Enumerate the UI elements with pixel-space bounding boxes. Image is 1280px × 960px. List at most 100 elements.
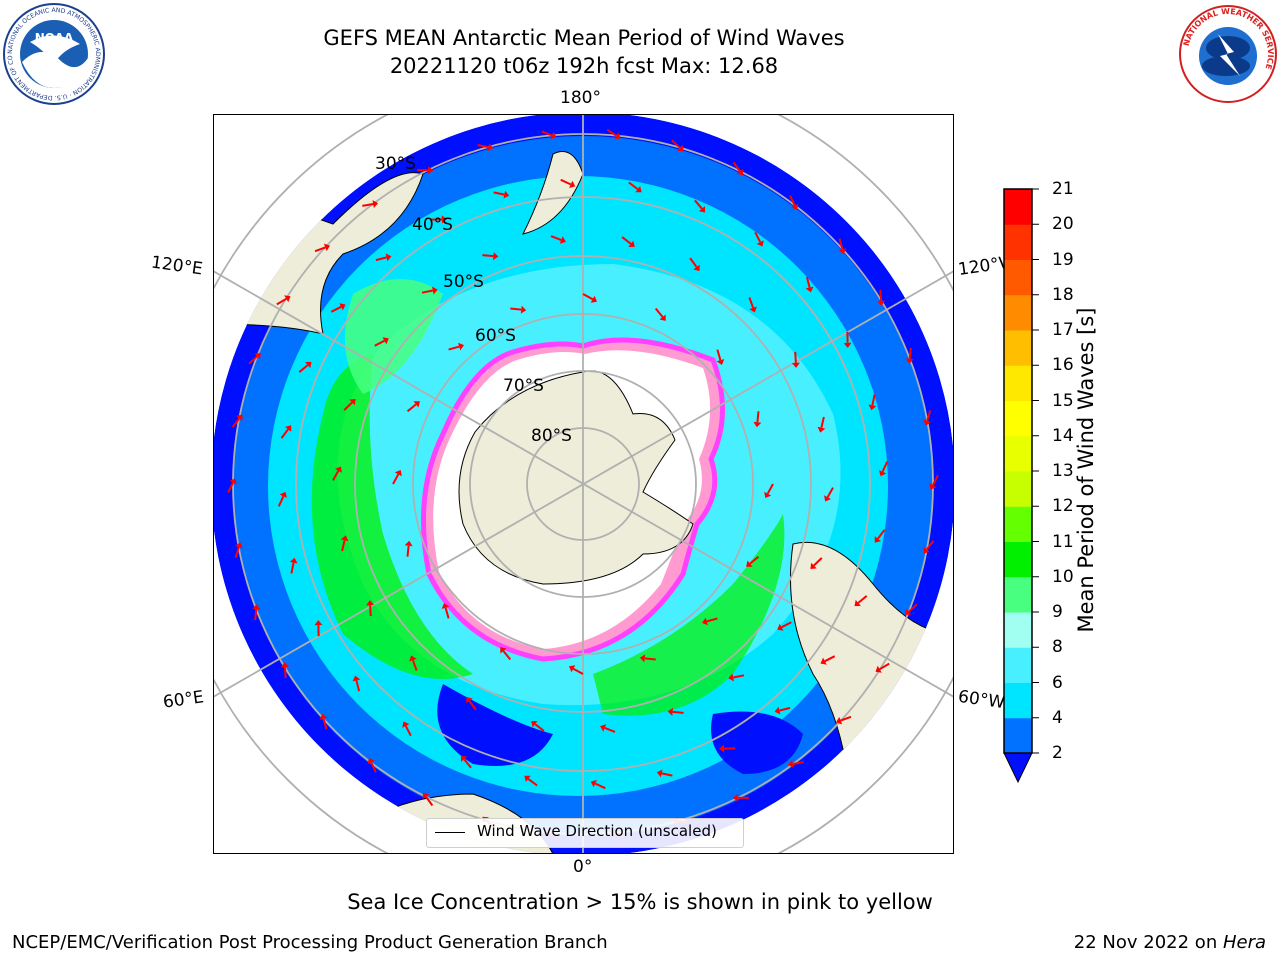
wave-direction-arrow-shaft [881,461,889,473]
wave-direction-arrow-shaft [560,178,572,186]
wave-direction-arrow-head [569,665,576,673]
madagascar [214,760,294,835]
wave-direction-arrow-head [323,243,330,252]
wave-direction-arrow-head [656,769,663,778]
wave-direction-arrow-shaft [231,417,241,428]
wave-direction-arrow-head [879,470,887,477]
wave-direction-arrow-head [385,253,392,262]
wave-direction-arrow-head [285,425,292,432]
wave-direction-arrow-shaft [621,236,632,245]
wave-direction-arrow-shaft [468,700,477,711]
wave-direction-arrow-head [787,760,794,768]
colorbar [1003,188,1039,784]
wave-direction-arrow-shaft [541,130,553,137]
wave-direction-arrow-shaft [406,403,417,413]
colorbar-segment [1004,506,1032,542]
wave-direction-arrow-shaft [908,603,918,613]
wave-direction-arrow-head [753,421,762,428]
wave-direction-arrow-head [716,359,725,365]
wave-direction-arrow-head [777,623,784,631]
wave-direction-arrow-head [305,361,312,369]
wave-direction-arrow-shaft [706,617,718,623]
wave-direction-arrow-head [764,491,772,498]
wave-direction-arrow-head [279,491,287,498]
wave-direction-arrow-head [284,295,291,303]
wave-direction-arrow-head [289,557,298,564]
footer-date: 22 Nov 2022 on Hera [1074,932,1266,953]
wave-direction-arrow-shaft [227,482,234,493]
lat-label-60s: 60°S [475,326,516,346]
wave-direction-arrow-shaft [527,778,538,787]
wave-direction-arrow-head [774,706,781,715]
wave-direction-arrow-shaft [370,761,377,773]
wave-direction-arrow-head [319,713,328,720]
wave-direction-arrow-shaft [362,203,374,207]
lon-label-60e: 60°E [161,687,206,713]
colorbar-tick-label: 13 [1052,461,1074,481]
wave-direction-arrow-shaft [341,540,346,552]
colorbar-tick-label: 19 [1052,249,1074,270]
colorbar-tick-label: 10 [1052,566,1074,587]
wave-direction-arrow-shaft [628,181,639,190]
wave-direction-arrow-shaft [754,231,762,243]
wave-direction-arrow-shaft [671,139,681,149]
lon-label-0: 0° [573,857,593,877]
graticule [214,115,953,853]
wave-direction-arrow-head [836,716,843,725]
wave-direction-arrow-head [639,654,646,663]
wave-direction-arrow-shaft [276,297,287,306]
colorbar-tick-label: 2 [1052,743,1063,763]
wave-direction-arrow-head [235,542,243,549]
wave-direction-arrow-shaft [824,655,836,663]
wave-direction-arrow-head [667,707,673,716]
wave-direction-arrow-shaft [820,416,825,428]
wave-direction-arrow-shaft [805,276,811,288]
wave-direction-arrow-head [702,617,708,626]
offmap-corner [853,115,953,194]
wave-direction-arrow-shaft [644,657,656,661]
wave-band-se [593,514,785,716]
wave-direction-arrow-head [339,303,346,311]
wave-direction-arrow-shaft [879,662,890,671]
wave-direction-arrow-shaft [732,161,741,172]
wave-direction-arrow-shaft [411,659,418,671]
wave-direction-arrow-head [868,404,877,411]
wave-direction-arrow-head [628,240,635,247]
wave-direction-arrow-shaft [838,238,844,250]
wave-direction-arrow-head [349,399,356,406]
wave-direction-arrow-shaft [283,667,287,679]
wave-direction-arrow-head [372,200,379,208]
wave-direction-arrow-shaft [343,401,353,411]
lon-label-120e: 120°E [149,252,204,280]
footer-date-text: 22 Nov 2022 on [1073,932,1223,953]
wave-direction-arrow-head [382,337,389,345]
wave-direction-arrow-head [817,426,826,433]
colorbar-segment [1004,647,1032,683]
colorbar-segment [1004,576,1032,613]
wave-direction-arrow-shaft [550,235,562,242]
wave-direction-arrow-head [820,657,827,665]
wave-direction-arrow-head [352,675,361,682]
wave-direction-arrow-head [314,620,323,626]
wave-direction-arrow-shaft [813,557,823,567]
lat-label-30s: 30°S [375,154,416,174]
wave-direction-arrow-head [698,206,706,213]
wave-direction-arrow-head [693,264,700,272]
wave-direction-arrow-shaft [594,782,606,790]
wave-direction-arrow-shaft [392,473,400,485]
wave-direction-arrow-head [441,215,447,224]
wave-direction-arrow-head [728,673,734,682]
wave-direction-arrow-head [404,540,413,547]
wave-band-nw [345,279,443,394]
wave-direction-arrow-shaft [756,411,760,423]
wave-direction-arrow-shaft [840,715,852,722]
wave-direction-arrow-shaft [254,609,258,621]
wave-direction-arrow-head [600,724,607,732]
wave-direction-arrow-head [394,470,402,477]
wave-direction-arrow-head [732,793,738,802]
colorbar-tick-label: 17 [1052,320,1074,340]
colorbar-tick-label: 12 [1052,496,1074,517]
colorbar-segment [1004,435,1032,472]
wave-direction-arrow-head [503,190,510,199]
wave-direction-arrow-head [280,662,289,668]
